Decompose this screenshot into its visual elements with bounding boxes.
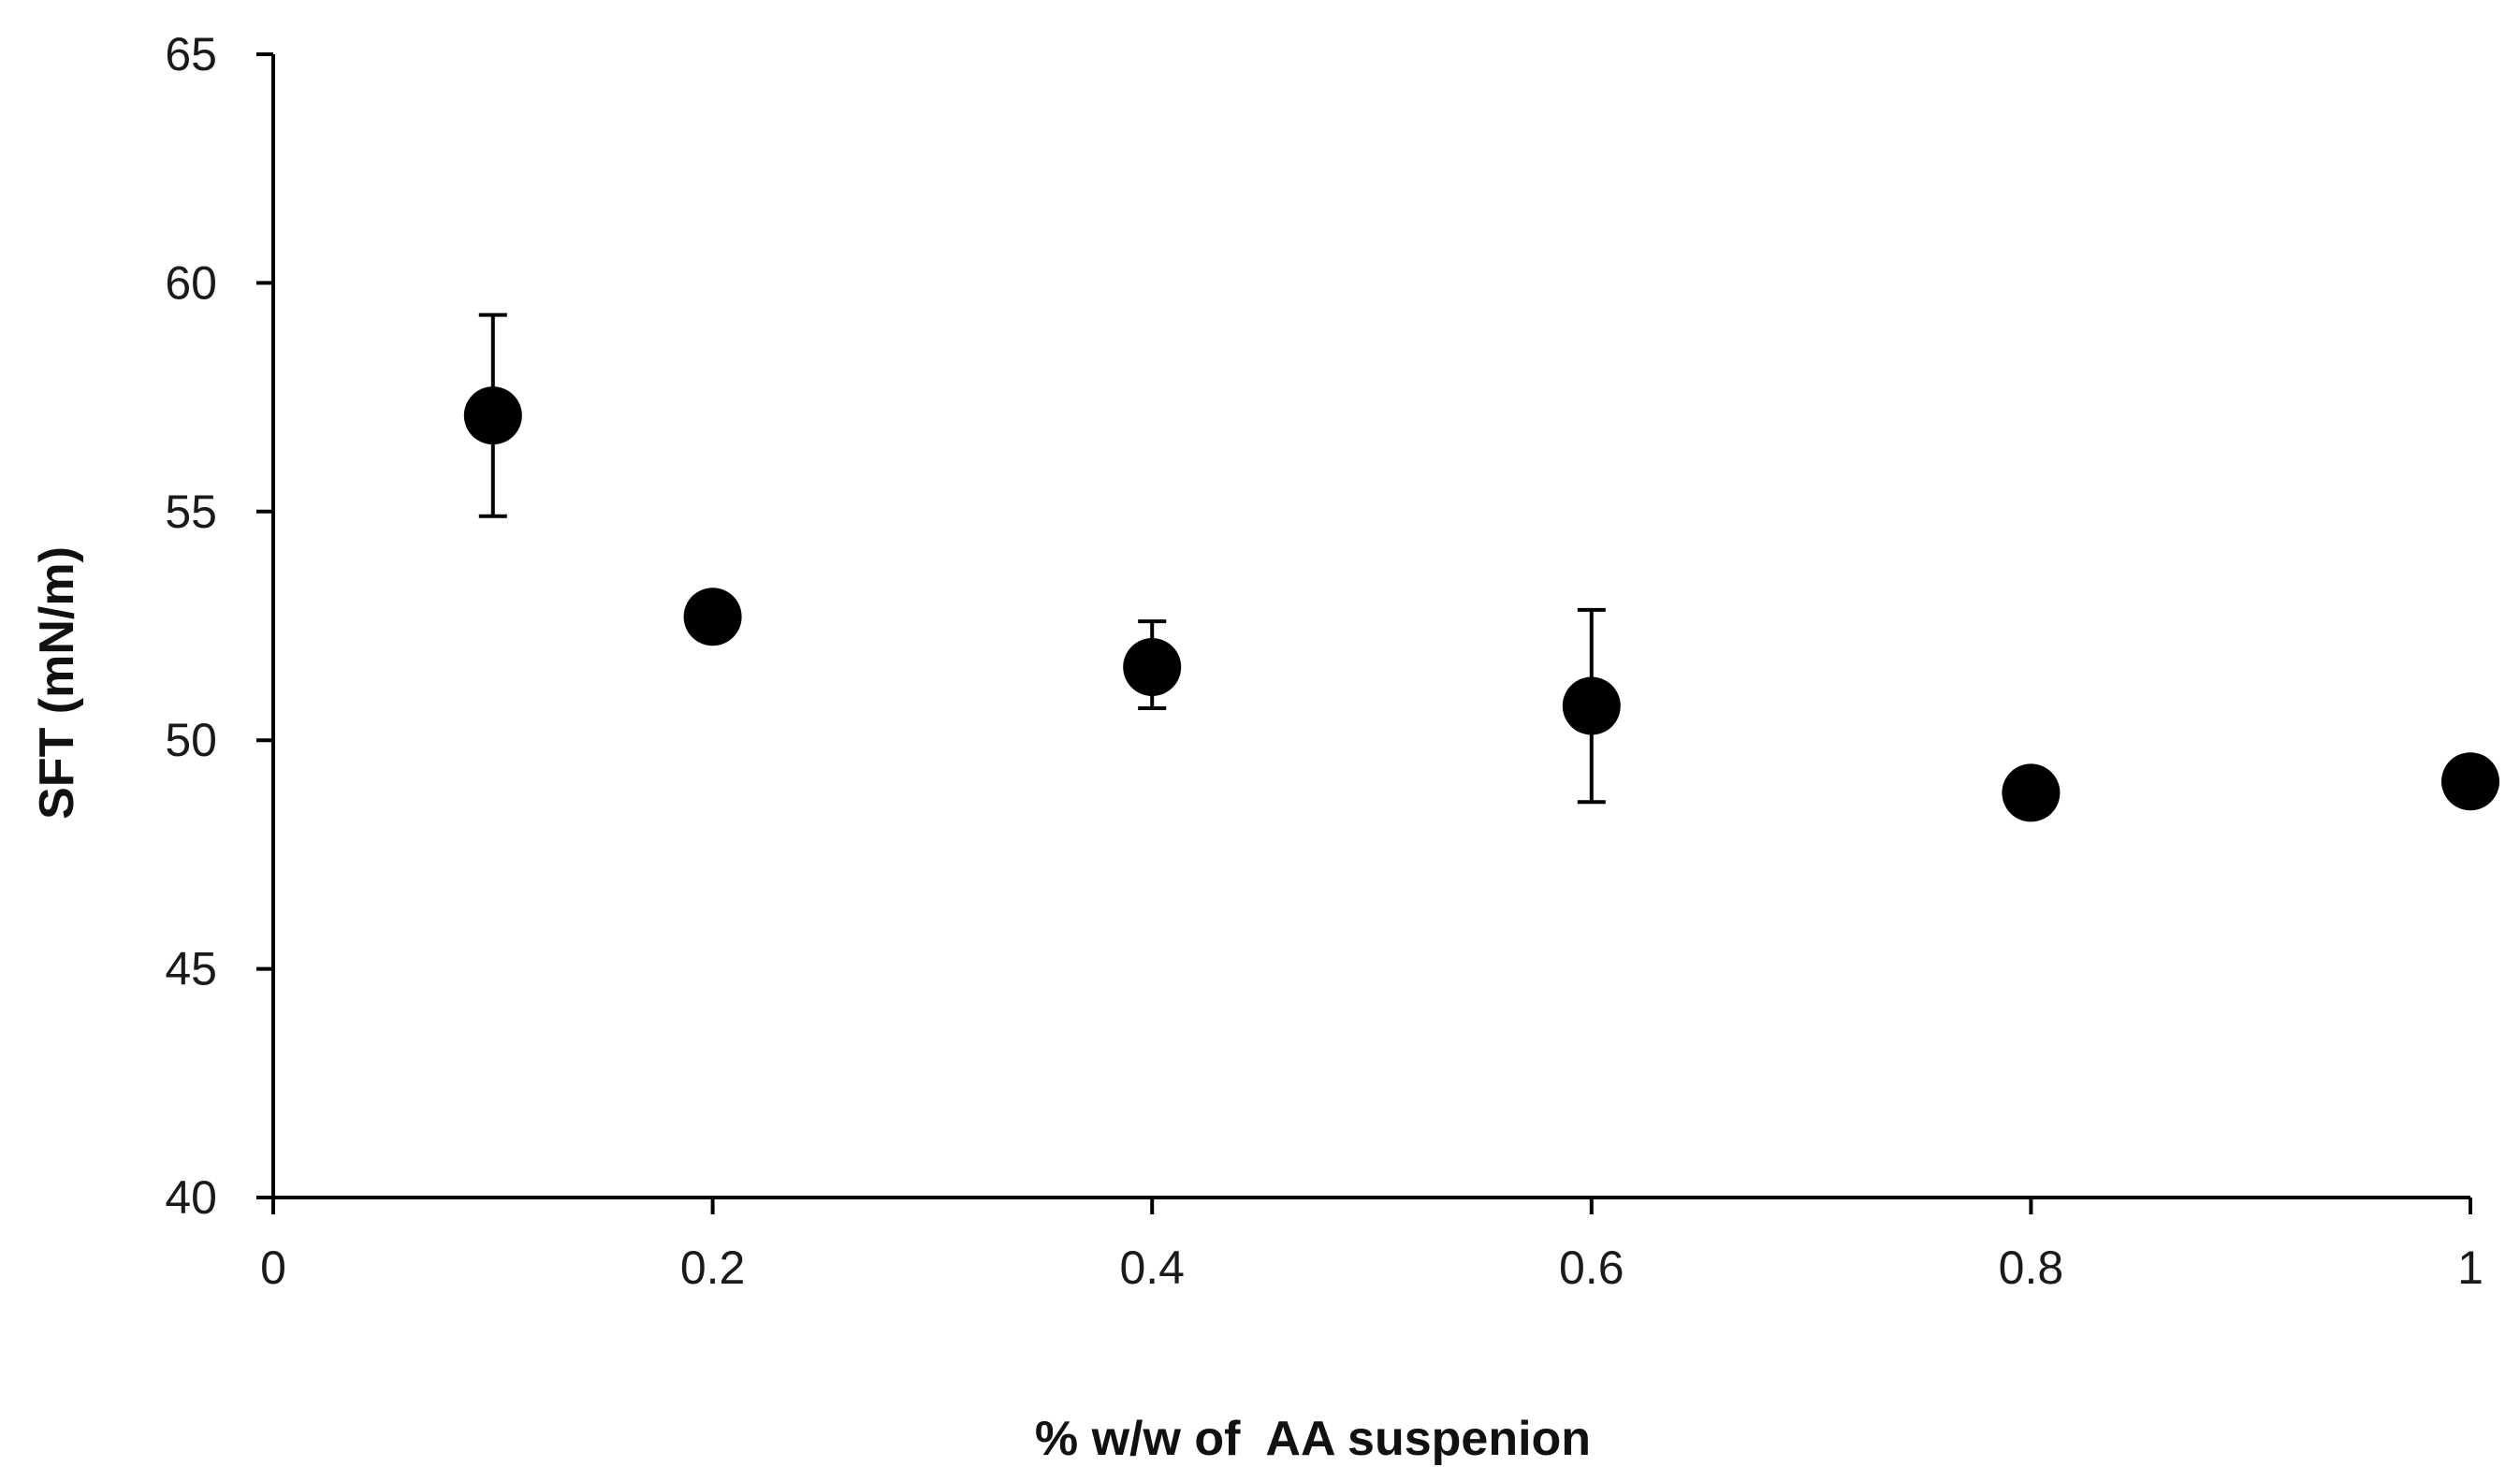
y-axis-ticks: 40 45 50 55 60 65 — [165, 28, 273, 1224]
y-tick-label: 45 — [165, 943, 217, 995]
x-tick-label: 0.6 — [1559, 1241, 1624, 1294]
data-point — [2441, 752, 2499, 811]
y-tick-label: 60 — [165, 256, 217, 309]
x-tick-label: 0.4 — [1119, 1241, 1185, 1294]
y-tick-label: 55 — [165, 486, 217, 538]
x-tick-label: 0.2 — [680, 1241, 746, 1294]
y-tick-label: 65 — [165, 28, 217, 80]
x-tick-label: 0.8 — [1999, 1241, 2064, 1294]
y-tick-label: 40 — [165, 1171, 217, 1224]
data-point — [2002, 763, 2061, 822]
y-axis-title: SFT (mN/m) — [30, 546, 84, 820]
data-point — [1123, 637, 1182, 696]
error-bars — [478, 312, 1606, 805]
x-tick-label: 1 — [2457, 1241, 2484, 1294]
data-point — [1562, 676, 1621, 735]
data-point — [463, 386, 522, 445]
x-axis-title: % w/w of AA suspenion — [1035, 1412, 1591, 1466]
x-axis-ticks: 0 0.2 0.4 0.6 0.8 1 — [260, 1198, 2484, 1294]
data-points — [463, 386, 2499, 822]
data-point — [683, 588, 742, 646]
x-tick-label: 0 — [260, 1241, 286, 1294]
y-tick-label: 50 — [165, 714, 217, 766]
